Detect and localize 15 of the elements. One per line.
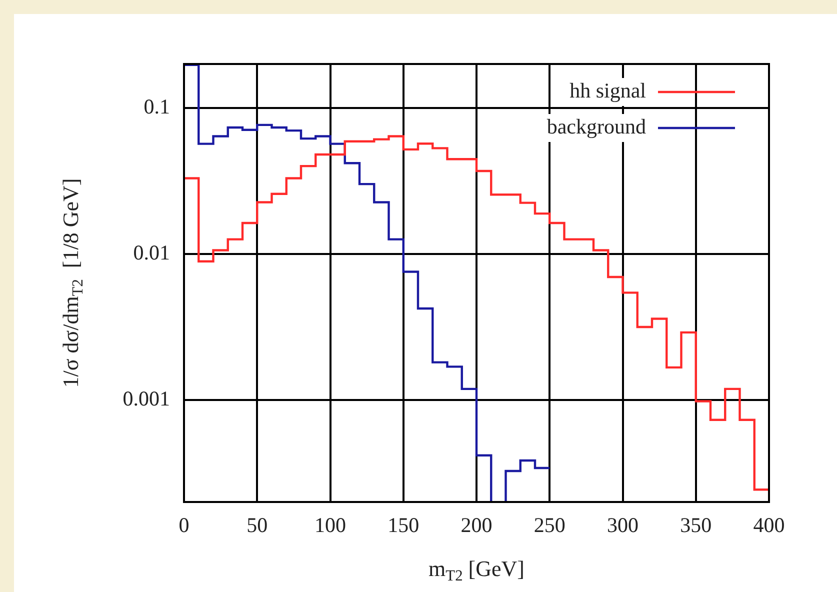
y-tick-label: 0.01 <box>133 240 170 264</box>
x-tick-label: 0 <box>178 513 190 538</box>
x-tick-label: 350 <box>680 513 712 538</box>
x-tick-label: 200 <box>460 513 492 538</box>
y-axis-title: 1/σ dσ/dmT2 [1/8 GeV] <box>58 178 87 388</box>
legend-label: background <box>546 114 646 139</box>
y-tick-label: 0.1 <box>144 94 170 118</box>
x-tick-label: 250 <box>534 513 566 538</box>
y-tick-label: 0.001 <box>122 386 170 410</box>
legend-label: hh signal <box>570 78 646 103</box>
x-tick-label: 50 <box>246 513 268 538</box>
x-tick-label: 100 <box>314 513 346 538</box>
x-tick-label: 400 <box>753 513 785 538</box>
x-tick-label: 300 <box>607 513 638 538</box>
x-tick-label: 150 <box>388 513 420 538</box>
